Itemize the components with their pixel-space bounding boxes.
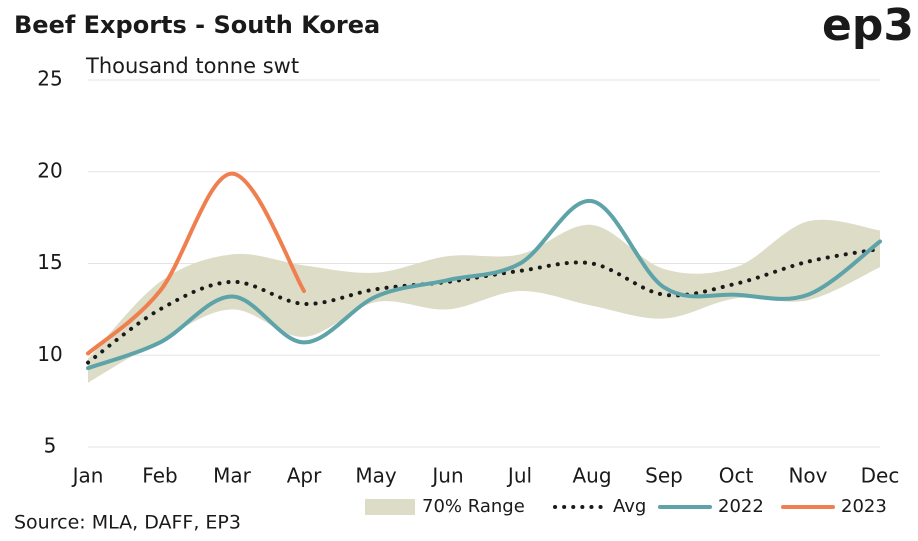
x-tick-label: Jul bbox=[506, 464, 532, 488]
legend-swatch bbox=[365, 499, 415, 515]
y-tick-label: 20 bbox=[37, 158, 62, 182]
y-tick-label: 10 bbox=[37, 342, 62, 366]
y-tick-label: 15 bbox=[37, 250, 62, 274]
series-line bbox=[86, 199, 882, 371]
x-tick-label: Oct bbox=[719, 464, 754, 488]
legend-label: 70% Range bbox=[422, 496, 525, 517]
x-tick-label: Nov bbox=[788, 464, 827, 488]
x-tick-label: Apr bbox=[287, 464, 322, 488]
x-tick-label: Dec bbox=[861, 464, 900, 488]
x-tick-label: Sep bbox=[645, 464, 683, 488]
x-tick-label: Feb bbox=[142, 464, 177, 488]
x-tick-label: Jan bbox=[71, 464, 104, 488]
x-tick-label: Aug bbox=[572, 464, 611, 488]
x-tick-label: Mar bbox=[213, 464, 252, 488]
y-tick-label: 5 bbox=[44, 434, 57, 458]
x-tick-label: Jun bbox=[430, 464, 463, 488]
logo: ep3 bbox=[822, 0, 914, 51]
legend-label: 2023 bbox=[841, 496, 887, 517]
range-band bbox=[88, 219, 880, 383]
legend-label: Avg bbox=[613, 496, 646, 517]
y-axis-label: Thousand tonne swt bbox=[85, 54, 299, 78]
series-line bbox=[86, 171, 306, 356]
x-tick-label: May bbox=[355, 464, 397, 488]
legend-label: 2022 bbox=[718, 496, 764, 517]
source: Source: MLA, DAFF, EP3 bbox=[14, 512, 241, 534]
chart-title: Beef Exports - South Korea bbox=[14, 11, 380, 39]
y-tick-label: 25 bbox=[37, 67, 62, 91]
